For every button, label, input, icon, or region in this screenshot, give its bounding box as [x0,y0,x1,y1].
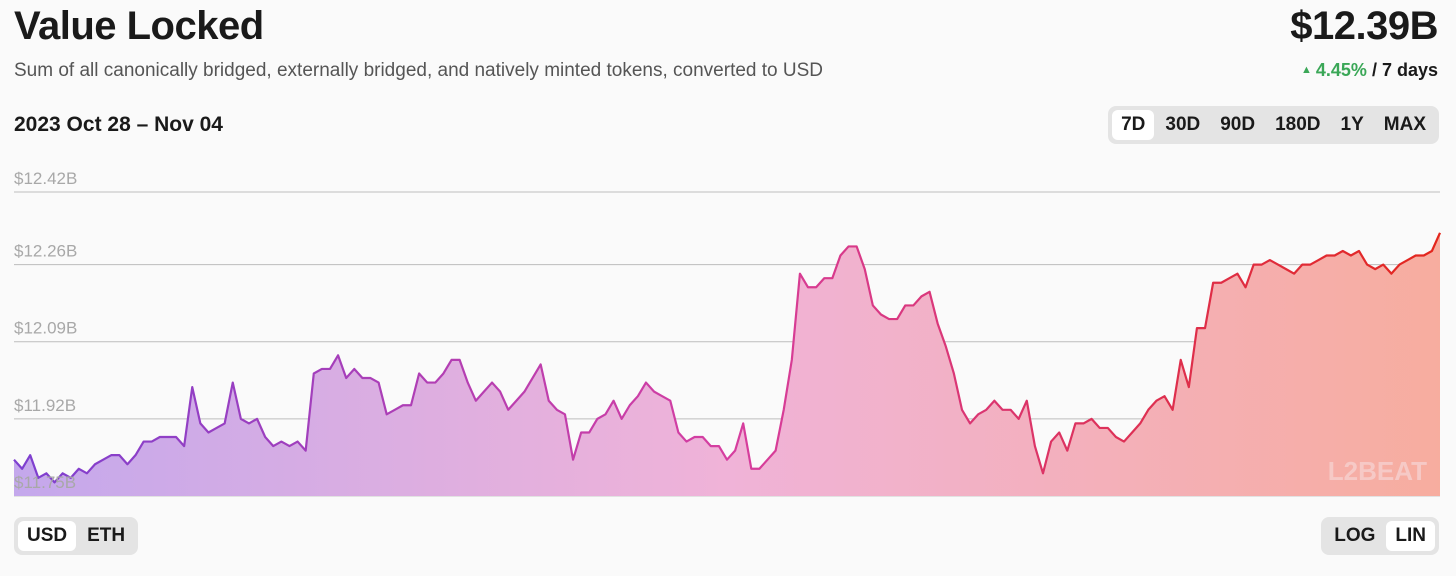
scale-log-button[interactable]: LOG [1334,525,1376,546]
total-value: $12.39B [1290,4,1438,48]
y-tick-label: $11.75B [14,473,76,492]
change-period: / 7 days [1371,60,1438,80]
page-title: Value Locked [14,4,264,48]
series-area [14,232,1440,496]
period-max-button[interactable]: MAX [1383,114,1426,135]
change-percent: 4.45% [1315,60,1367,80]
period-30d-button[interactable]: 30D [1165,114,1201,135]
value-locked-chart: $12.42B $12.26B $12.09B $11.92B $11.75B L2BE… [13,169,1442,497]
scale-lin-button[interactable]: LIN [1386,521,1435,551]
period-90d-button[interactable]: 90D [1220,114,1256,135]
y-tick-label: $11.92B [14,396,76,415]
period-selector: 7D 30D 90D 180D 1Y MAX [1108,106,1439,144]
currency-selector: USD ETH [14,517,139,555]
currency-eth-button[interactable]: ETH [87,525,126,546]
y-tick-label: $12.26B [14,242,77,261]
y-tick-label: $12.09B [14,319,77,338]
period-1y-button[interactable]: 1Y [1340,114,1364,135]
currency-usd-button[interactable]: USD [18,521,77,551]
date-range-label: 2023 Oct 28 – Nov 04 [14,113,223,136]
y-tick-label: $12.42B [14,169,77,188]
change-indicator: ▲ 4.45% / 7 days [1301,60,1438,81]
triangle-up-icon: ▲ [1301,64,1312,76]
scale-selector: LOG LIN [1321,517,1439,555]
period-180d-button[interactable]: 180D [1275,114,1321,135]
period-7d-button[interactable]: 7D [1112,110,1155,140]
page-subtitle: Sum of all canonically bridged, external… [14,60,823,81]
series-line [13,232,1442,484]
l2beat-watermark: L2BEAT [1328,456,1427,486]
